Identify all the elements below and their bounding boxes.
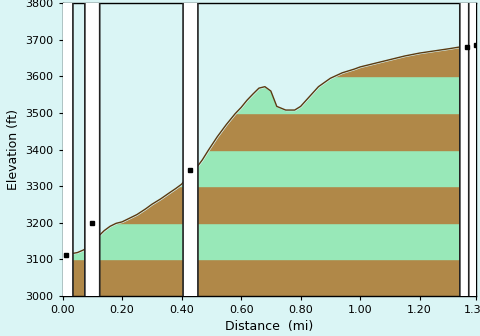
X-axis label: Distance  (mi): Distance (mi) (225, 320, 313, 333)
Bar (62, 113, 475, 150)
Ellipse shape (183, 0, 198, 336)
Bar (62, 259, 475, 296)
Ellipse shape (84, 0, 99, 336)
Bar (62, 186, 475, 223)
Bar (62, 223, 475, 259)
Ellipse shape (459, 0, 474, 336)
Bar (62, 150, 475, 186)
Bar (62, 40, 475, 77)
Bar (62, 77, 475, 113)
Ellipse shape (58, 0, 73, 336)
Ellipse shape (468, 0, 480, 336)
Y-axis label: Elevation (ft): Elevation (ft) (7, 109, 20, 190)
